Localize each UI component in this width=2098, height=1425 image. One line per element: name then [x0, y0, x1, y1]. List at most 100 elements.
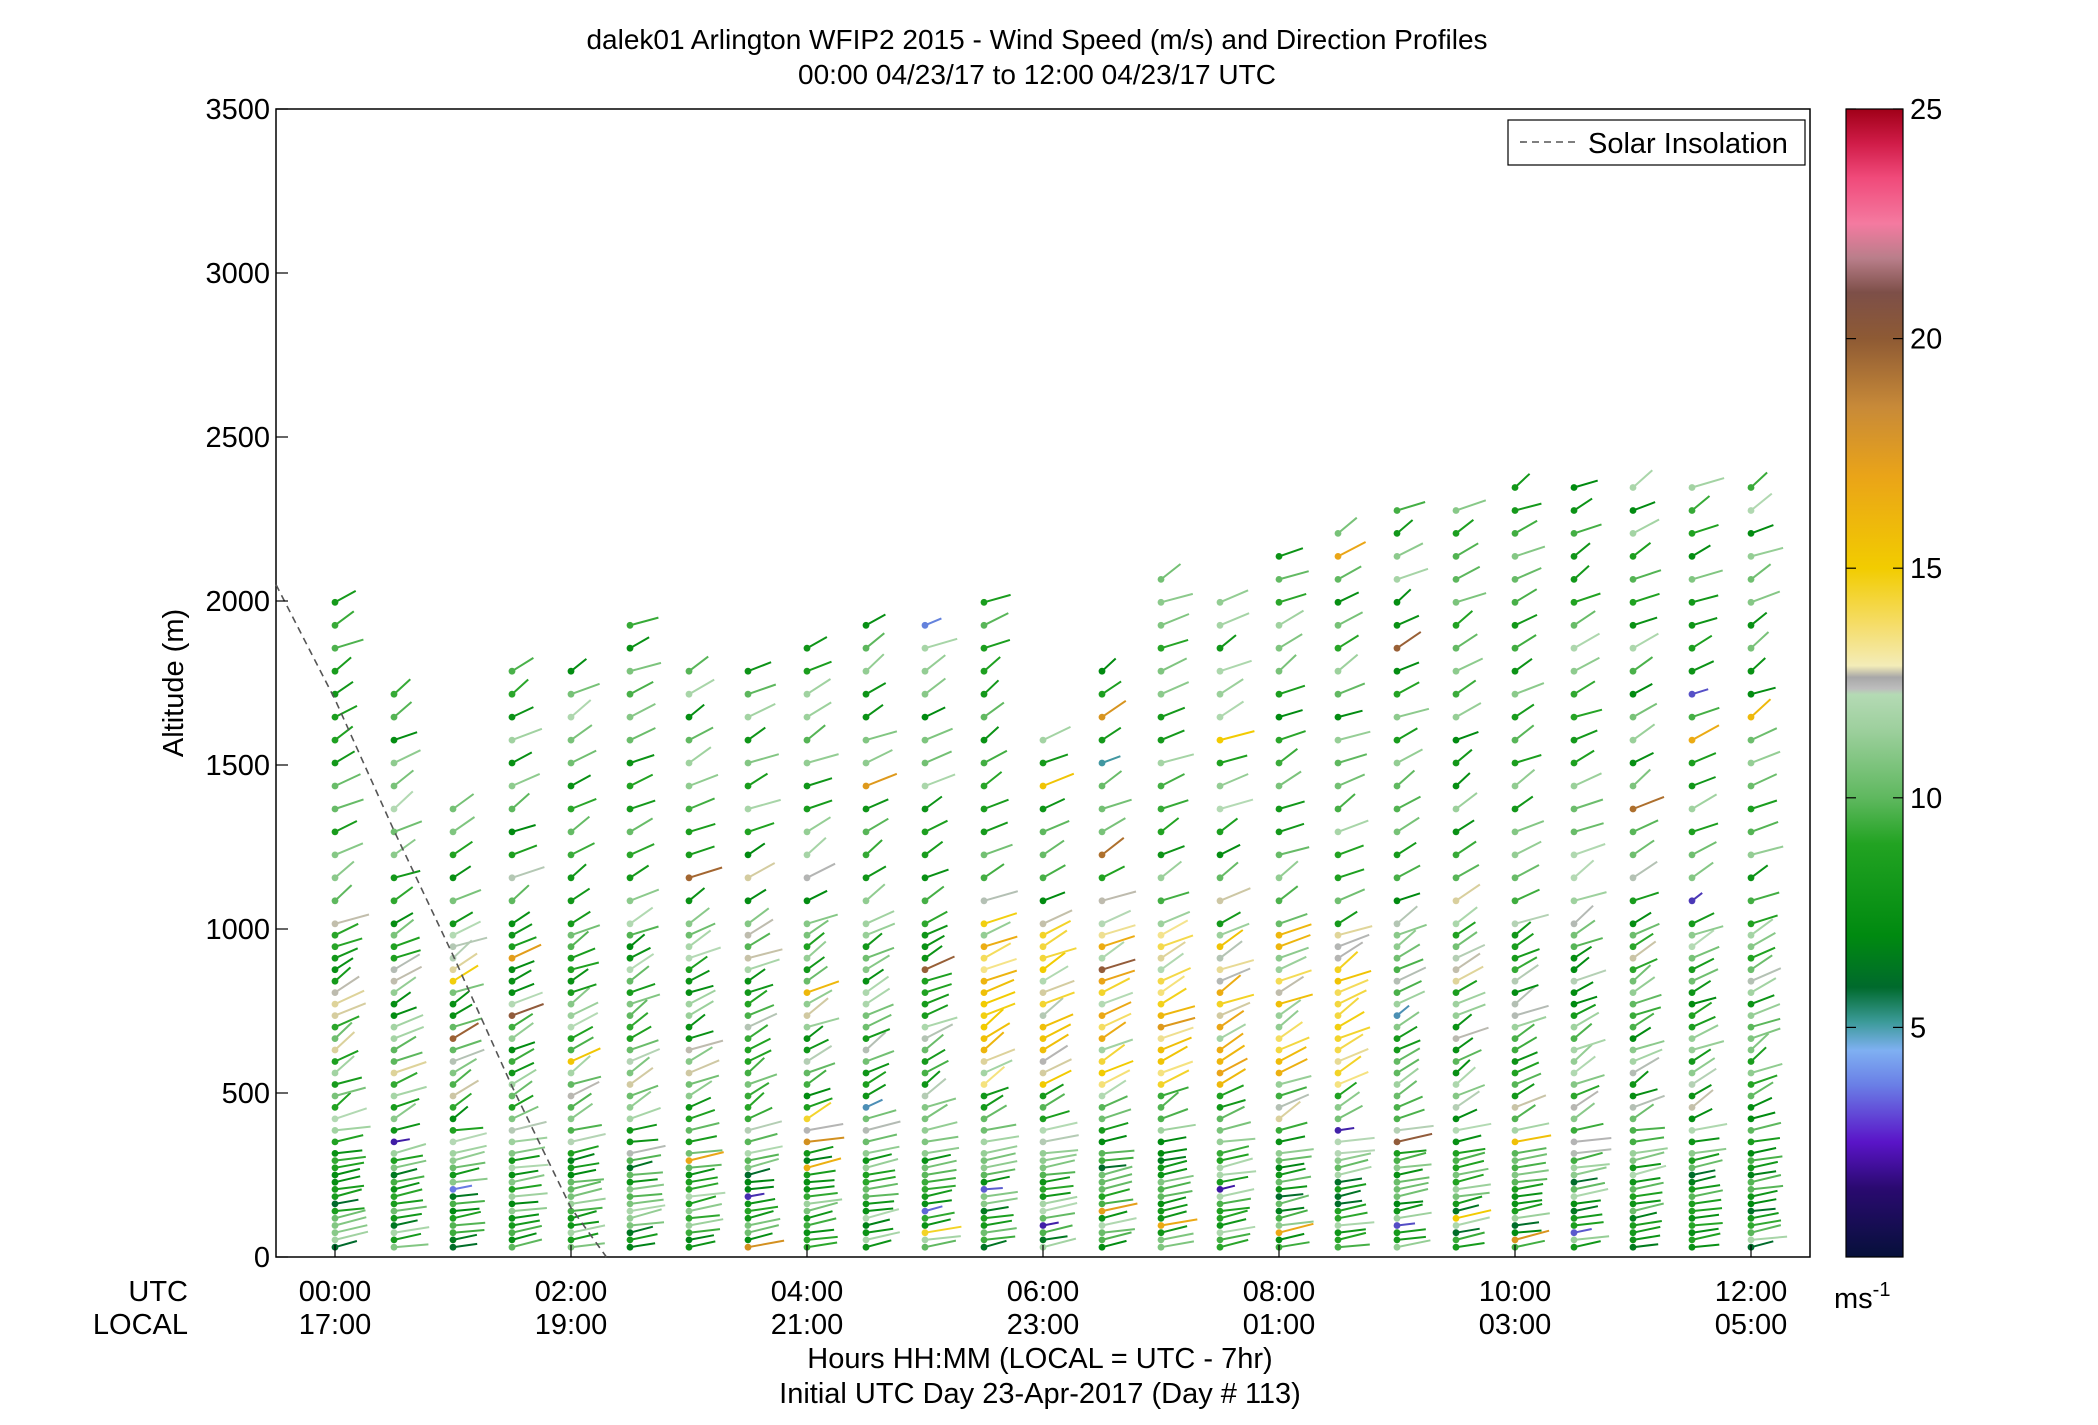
- wind-barb-dot: [1039, 989, 1047, 996]
- wind-barb: [1632, 795, 1665, 810]
- wind-barb-dot: [1629, 897, 1637, 905]
- wind-barb: [1160, 773, 1185, 787]
- wind-barb: [393, 1199, 424, 1205]
- wind-barb-dot: [1452, 966, 1460, 974]
- wind-barb: [688, 1149, 723, 1155]
- wind-barb: [393, 949, 421, 960]
- wind-barb: [983, 942, 1012, 960]
- wind-barb: [1573, 1181, 1606, 1191]
- wind-barb-dot: [1098, 1236, 1106, 1244]
- wind-barb-dot: [1393, 851, 1401, 859]
- wind-barb: [1514, 840, 1542, 856]
- wind-barb: [688, 984, 714, 994]
- wind-barb: [393, 1243, 429, 1249]
- wind-barb: [511, 824, 536, 833]
- wind-barb: [511, 772, 541, 787]
- wind-barb: [1278, 748, 1299, 764]
- wind-barb-dot: [685, 1243, 693, 1251]
- wind-barb-dot: [1511, 598, 1519, 606]
- wind-barb-dot: [803, 943, 811, 951]
- wind-barb-dot: [862, 1104, 870, 1111]
- wind-barb: [1219, 1145, 1250, 1155]
- wind-barb: [570, 1092, 592, 1109]
- wind-barb-dot: [862, 1150, 870, 1157]
- wind-barb: [688, 1191, 726, 1198]
- wind-barb-dot: [685, 805, 693, 813]
- wind-barb: [393, 749, 421, 764]
- wind-barb: [393, 701, 413, 718]
- wind-barb-dot: [626, 690, 634, 698]
- wind-barb: [1219, 678, 1244, 696]
- wind-barb-dot: [1157, 1138, 1165, 1146]
- wind-barb: [570, 1153, 595, 1162]
- wind-barb: [1042, 819, 1070, 833]
- wind-barb: [1278, 860, 1299, 879]
- wind-barb-dot: [1629, 1069, 1637, 1077]
- wind-barb-dot: [390, 1186, 398, 1193]
- wind-barb-dot: [1275, 598, 1283, 606]
- x-tick-label-local: 19:00: [535, 1309, 608, 1341]
- wind-barb-dot: [685, 1127, 693, 1134]
- wind-barb-dot: [980, 828, 988, 836]
- wind-barb: [1396, 816, 1420, 833]
- wind-barb: [1514, 1178, 1548, 1184]
- wind-barb: [334, 1224, 368, 1234]
- wind-barb: [1160, 910, 1191, 925]
- wind-barb-dot: [862, 621, 870, 629]
- wind-barb-dot: [1747, 1157, 1755, 1164]
- wind-barb-dot: [1511, 1138, 1519, 1146]
- wind-barb-dot: [1452, 851, 1460, 859]
- wind-barb: [570, 842, 595, 856]
- wind-barb: [688, 822, 716, 833]
- wind-barb-dot: [921, 1207, 929, 1215]
- wind-barb: [1337, 1183, 1367, 1191]
- wind-barb-dot: [921, 759, 929, 767]
- wind-barb: [1160, 1167, 1188, 1176]
- wind-barb-dot: [508, 851, 516, 859]
- wind-barb-dot: [331, 1035, 339, 1042]
- wind-barb-dot: [1629, 1193, 1637, 1200]
- wind-barb-dot: [685, 1193, 693, 1200]
- wind-barb-dot: [1747, 484, 1755, 491]
- wind-barb: [1750, 891, 1780, 902]
- wind-barb: [865, 817, 889, 833]
- wind-barb: [452, 964, 479, 983]
- wind-barb: [1691, 477, 1725, 489]
- wind-barb-dot: [1629, 1178, 1637, 1186]
- wind-barb: [511, 1068, 537, 1086]
- wind-barb-dot: [508, 1012, 516, 1019]
- wind-barb: [806, 1155, 833, 1162]
- wind-barb: [1101, 1231, 1132, 1241]
- wind-barb: [1750, 1111, 1776, 1120]
- wind-barb-dot: [449, 874, 457, 882]
- wind-barb-dot: [1688, 598, 1696, 606]
- wind-barb-dot: [744, 1214, 752, 1222]
- wind-barb-dot: [567, 989, 575, 996]
- wind-barb-dot: [1334, 598, 1342, 606]
- wind-barb-dot: [508, 989, 516, 996]
- wind-barb: [1455, 633, 1478, 650]
- wind-barb-dot: [331, 1229, 339, 1237]
- wind-barb: [1396, 905, 1418, 925]
- wind-barb-dot: [1747, 576, 1755, 583]
- wind-barb: [1573, 1022, 1593, 1040]
- wind-barb-dot: [1157, 1229, 1165, 1237]
- wind-barb-dot: [744, 1157, 752, 1164]
- wind-barb-dot: [1629, 1186, 1637, 1193]
- wind-barb-dot: [1275, 1069, 1283, 1077]
- wind-barb-dot: [1098, 897, 1106, 905]
- wind-barb-dot: [1747, 690, 1755, 698]
- wind-barb: [1396, 795, 1421, 810]
- wind-barb-dot: [1275, 576, 1283, 583]
- colorbar: [1845, 108, 1904, 1258]
- wind-barb-dot: [685, 759, 693, 767]
- wind-barb: [806, 1017, 840, 1029]
- wind-barb: [747, 907, 770, 925]
- wind-barb: [924, 868, 949, 879]
- wind-barb: [1514, 913, 1549, 925]
- wind-barb: [452, 920, 482, 937]
- wind-barb: [924, 819, 948, 833]
- wind-barb: [393, 976, 417, 994]
- wind-barb-dot: [1570, 530, 1578, 537]
- wind-barb-dot: [1452, 1035, 1460, 1042]
